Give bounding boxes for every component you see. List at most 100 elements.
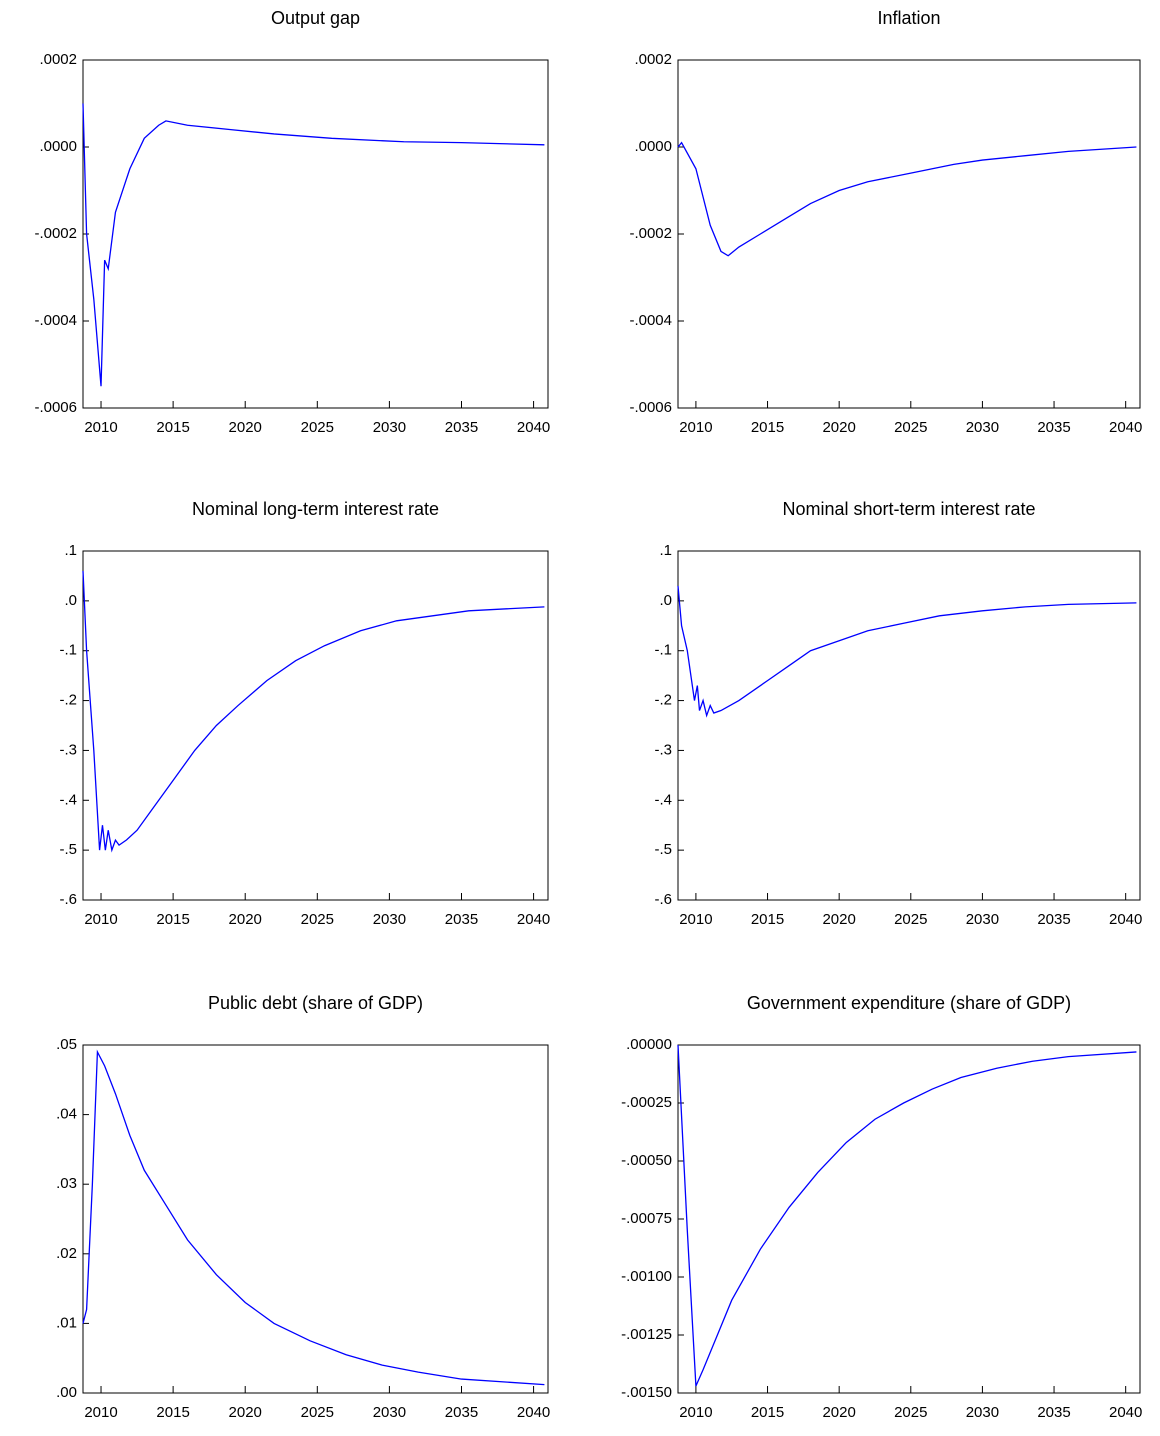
y-tick-label: .00 — [56, 1384, 77, 1401]
x-tick-label: 2015 — [751, 911, 784, 928]
x-tick-label: 2040 — [517, 1404, 550, 1421]
x-tick-label: 2015 — [751, 1404, 784, 1421]
data-line — [677, 141, 1137, 257]
y-tick-label: -.0006 — [629, 399, 672, 416]
x-tick-label: 2010 — [679, 419, 712, 436]
y-tick-label: .0 — [659, 592, 672, 609]
data-line — [82, 570, 545, 853]
x-tick-label: 2035 — [1037, 419, 1070, 436]
x-tick-label: 2015 — [156, 1404, 189, 1421]
y-tick-label: .00000 — [626, 1036, 672, 1053]
x-tick-label: 2010 — [84, 1404, 117, 1421]
plot-frame — [82, 59, 549, 409]
x-tick-label: 2030 — [373, 1404, 406, 1421]
x-tick-label: 2015 — [751, 419, 784, 436]
x-tick-label: 2025 — [894, 911, 927, 928]
data-line — [82, 103, 545, 387]
x-tick-label: 2040 — [517, 911, 550, 928]
y-tick-label: .01 — [56, 1314, 77, 1331]
x-tick-label: 2020 — [229, 1404, 262, 1421]
x-tick-label: 2020 — [822, 911, 855, 928]
data-line — [677, 585, 1137, 718]
x-tick-label: 2025 — [301, 1404, 334, 1421]
panel-title: Nominal long-term interest rate — [192, 499, 439, 519]
x-tick-label: 2035 — [445, 1404, 478, 1421]
x-tick-label: 2025 — [894, 419, 927, 436]
panel-title: Nominal short-term interest rate — [782, 499, 1035, 519]
y-tick-label: -.00025 — [621, 1094, 672, 1111]
plot-frame — [82, 550, 549, 901]
y-tick-label: -.4 — [59, 791, 77, 808]
panel-title: Government expenditure (share of GDP) — [747, 993, 1071, 1013]
x-tick-label: 2025 — [301, 911, 334, 928]
y-tick-label: -.6 — [59, 891, 77, 908]
x-tick-label: 2035 — [445, 419, 478, 436]
y-tick-label: .0000 — [634, 138, 672, 155]
x-tick-label: 2030 — [966, 419, 999, 436]
plot-frame — [677, 1044, 1141, 1394]
x-tick-label: 2035 — [445, 911, 478, 928]
plot-frame — [677, 550, 1141, 901]
x-tick-label: 2025 — [894, 1404, 927, 1421]
y-tick-label: -.5 — [59, 841, 77, 858]
y-tick-label: -.4 — [654, 791, 672, 808]
x-tick-label: 2025 — [301, 419, 334, 436]
y-tick-label: -.0004 — [34, 312, 77, 329]
y-tick-label: .02 — [56, 1245, 77, 1262]
x-tick-label: 2010 — [84, 419, 117, 436]
x-tick-label: 2010 — [84, 911, 117, 928]
plot-frame — [677, 59, 1141, 409]
y-tick-label: -.0002 — [629, 225, 672, 242]
panel-title: Public debt (share of GDP) — [208, 993, 423, 1013]
y-tick-label: .0002 — [39, 51, 77, 68]
y-tick-label: .1 — [64, 542, 77, 559]
x-tick-label: 2020 — [822, 419, 855, 436]
data-line — [677, 1044, 1137, 1387]
y-tick-label: .0002 — [634, 51, 672, 68]
y-tick-label: -.0006 — [34, 399, 77, 416]
x-tick-label: 2015 — [156, 419, 189, 436]
y-tick-label: -.00125 — [621, 1326, 672, 1343]
x-tick-label: 2030 — [966, 911, 999, 928]
y-tick-label: .03 — [56, 1175, 77, 1192]
y-tick-label: -.2 — [59, 692, 77, 709]
y-tick-label: -.3 — [654, 741, 672, 758]
y-tick-label: -.1 — [654, 642, 672, 659]
data-line — [82, 1049, 545, 1386]
x-tick-label: 2020 — [229, 419, 262, 436]
y-tick-label: -.0002 — [34, 225, 77, 242]
x-tick-label: 2040 — [517, 419, 550, 436]
plot-frame — [82, 1044, 549, 1394]
y-tick-label: -.1 — [59, 642, 77, 659]
x-tick-label: 2035 — [1037, 1404, 1070, 1421]
x-tick-label: 2040 — [1109, 1404, 1142, 1421]
panel-title: Output gap — [271, 8, 360, 28]
x-tick-label: 2040 — [1109, 911, 1142, 928]
x-tick-label: 2020 — [229, 911, 262, 928]
x-tick-label: 2015 — [156, 911, 189, 928]
y-tick-label: -.0004 — [629, 312, 672, 329]
x-tick-label: 2030 — [966, 1404, 999, 1421]
x-tick-label: 2010 — [679, 1404, 712, 1421]
y-tick-label: -.2 — [654, 692, 672, 709]
y-tick-label: .04 — [56, 1106, 77, 1123]
x-tick-label: 2010 — [679, 911, 712, 928]
y-tick-label: .05 — [56, 1036, 77, 1053]
y-tick-label: .0000 — [39, 138, 77, 155]
x-tick-label: 2030 — [373, 911, 406, 928]
x-tick-label: 2030 — [373, 419, 406, 436]
y-tick-label: .1 — [659, 542, 672, 559]
x-tick-label: 2020 — [822, 1404, 855, 1421]
y-tick-label: .0 — [64, 592, 77, 609]
x-tick-label: 2040 — [1109, 419, 1142, 436]
y-tick-label: -.00050 — [621, 1152, 672, 1169]
y-tick-label: -.00075 — [621, 1210, 672, 1227]
y-tick-label: -.00150 — [621, 1384, 672, 1401]
y-tick-label: -.3 — [59, 741, 77, 758]
y-tick-label: -.6 — [654, 891, 672, 908]
y-tick-label: -.5 — [654, 841, 672, 858]
panel-title: Inflation — [877, 8, 940, 28]
x-tick-label: 2035 — [1037, 911, 1070, 928]
